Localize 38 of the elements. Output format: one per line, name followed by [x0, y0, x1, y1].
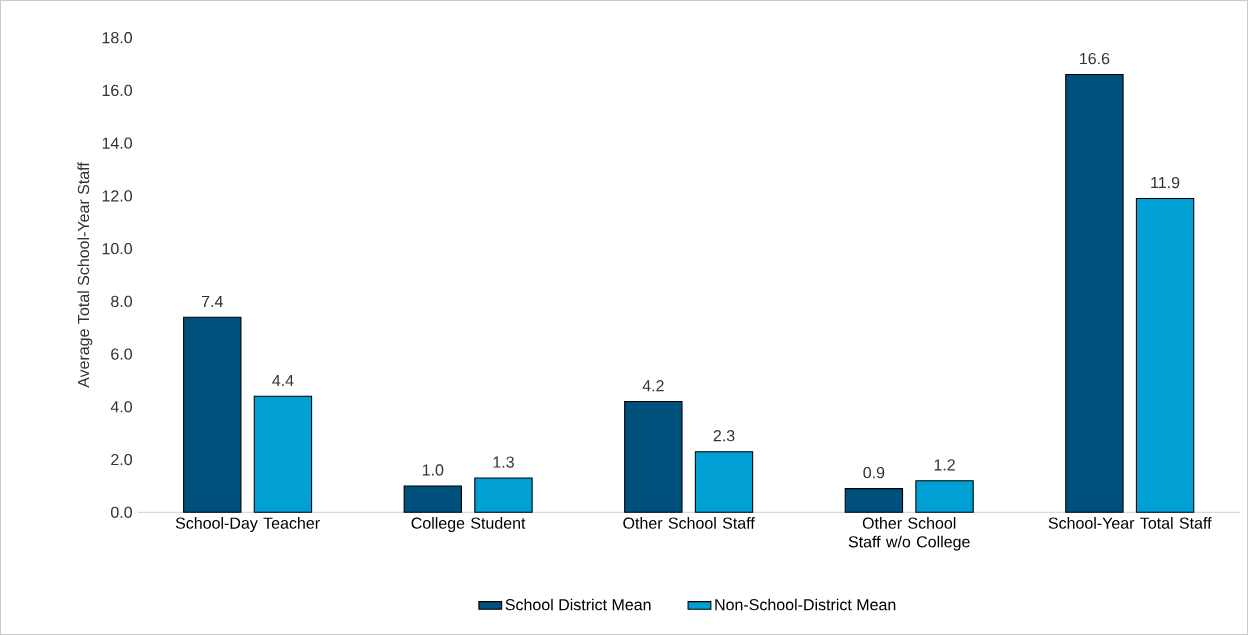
y-tick-label: 2.0 — [111, 453, 133, 466]
bar — [253, 395, 313, 513]
data-label: 4.2 — [642, 380, 664, 392]
y-tick-label: 18.0 — [102, 32, 133, 44]
y-axis-title: Average Total School-Year Staff — [77, 162, 93, 388]
bar — [183, 316, 242, 513]
x-tick-label: School-Day Teacher — [175, 517, 320, 532]
data-label: 7.4 — [201, 295, 223, 307]
bar — [844, 488, 904, 513]
data-label: 0.9 — [863, 466, 885, 479]
x-tick-label: College Student — [411, 517, 526, 532]
data-label: 2.3 — [713, 430, 735, 442]
x-tick-label: Other School Staff w/o College — [848, 517, 970, 551]
data-label: 1.2 — [934, 459, 955, 471]
data-label: 16.6 — [1080, 52, 1110, 65]
y-tick-label: 10.0 — [102, 242, 133, 255]
bar — [1065, 74, 1124, 513]
bar — [624, 401, 683, 513]
y-tick-label: 12.0 — [102, 190, 133, 202]
y-tick-label: 16.0 — [102, 84, 133, 97]
legend-label: School District Mean — [505, 598, 651, 611]
bar — [915, 480, 974, 513]
y-tick-label: 6.0 — [111, 348, 133, 360]
bar — [474, 477, 533, 513]
data-label: 1.0 — [422, 464, 444, 476]
data-label: 4.4 — [272, 374, 294, 386]
y-tick-label: 0.0 — [111, 506, 133, 518]
y-tick-label: 14.0 — [102, 137, 133, 149]
bar — [403, 485, 463, 513]
y-tick-label: 8.0 — [111, 295, 133, 308]
bar — [1135, 197, 1195, 513]
x-tick-label: Other School Staff — [623, 517, 755, 529]
data-label: 1.3 — [493, 456, 514, 468]
x-tick-label: School-Year Total Staff — [1048, 517, 1212, 529]
bar — [694, 451, 754, 513]
y-tick-label: 4.0 — [110, 401, 133, 413]
legend-label: Non-School-District Mean — [715, 598, 896, 611]
data-label: 11.9 — [1151, 176, 1180, 189]
